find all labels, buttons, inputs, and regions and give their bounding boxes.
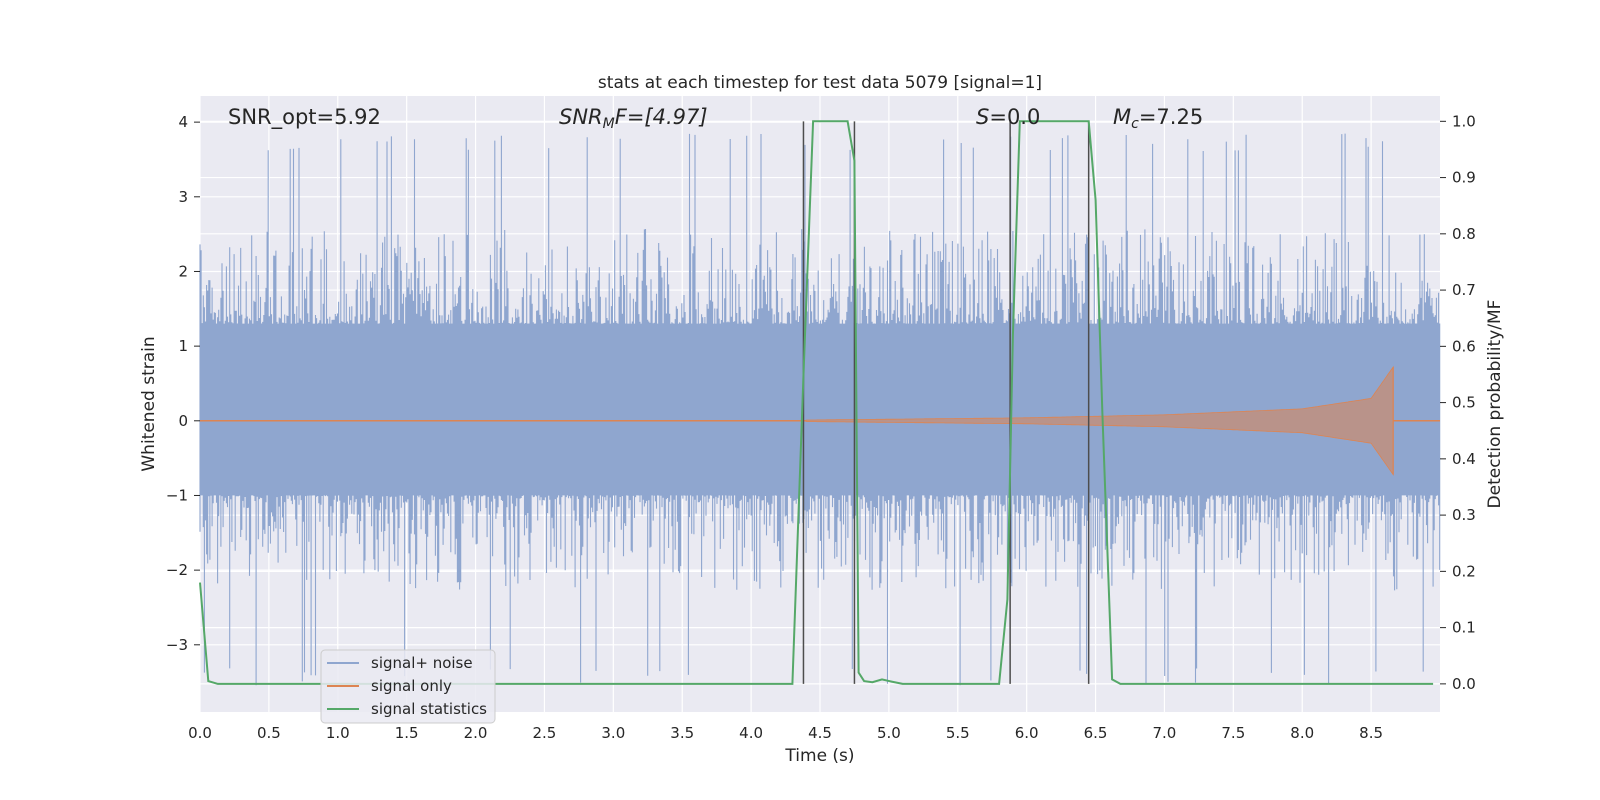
x-tick-label: 0.5 bbox=[257, 724, 281, 742]
y-axis-label: Whitened strain bbox=[139, 336, 159, 471]
legend: signal+ noise signal only signal statist… bbox=[320, 649, 496, 724]
x-axis-label: Time (s) bbox=[784, 746, 854, 766]
x-tick-label: 8.5 bbox=[1359, 724, 1383, 742]
x-tick-label: 6.5 bbox=[1084, 724, 1108, 742]
y2-tick-label: 0.0 bbox=[1452, 675, 1476, 693]
y2-tick-label: 0.2 bbox=[1452, 562, 1476, 580]
annotation-snr-mf-main: SNR bbox=[559, 105, 603, 129]
y2-tick-label: 0.5 bbox=[1452, 394, 1476, 412]
annotation-mc-rest: =7.25 bbox=[1139, 105, 1203, 129]
y2-tick-label: 1.0 bbox=[1452, 112, 1476, 130]
annotation-snr-opt: SNR_opt=5.92 bbox=[228, 105, 381, 130]
x-tick-label: 1.5 bbox=[395, 724, 419, 742]
y2-tick-label: 0.7 bbox=[1452, 281, 1476, 299]
y-tick-label: 1 bbox=[178, 337, 188, 355]
x-tick-label: 7.5 bbox=[1221, 724, 1245, 742]
y2-tick-label: 0.6 bbox=[1452, 337, 1476, 355]
y2-tick-label: 0.9 bbox=[1452, 169, 1476, 187]
signal-chirp bbox=[805, 365, 1394, 476]
legend-label-signal: signal only bbox=[371, 677, 452, 695]
x-tick-label: 5.5 bbox=[946, 724, 970, 742]
legend-label-noise: signal+ noise bbox=[371, 654, 473, 672]
x-tick-label: 4.0 bbox=[739, 724, 763, 742]
annotation-snr-mf-rest: F=[4.97] bbox=[615, 105, 708, 129]
y-tick-label: −3 bbox=[166, 636, 188, 654]
annotation-snr-mf: SNRMF=[4.97] bbox=[559, 105, 708, 132]
annotation-snr-mf-sub: M bbox=[603, 116, 615, 132]
x-tick-label: 3.5 bbox=[670, 724, 694, 742]
annotation-mc-var: M bbox=[1113, 105, 1131, 129]
x-tick-label: 8.0 bbox=[1290, 724, 1314, 742]
y2-tick-label: 0.4 bbox=[1452, 450, 1476, 468]
y-tick-label: 4 bbox=[178, 113, 188, 131]
signal-only-series bbox=[200, 365, 1440, 476]
y2-tick-label: 0.3 bbox=[1452, 506, 1476, 524]
annotation-s-rest: =0.0 bbox=[989, 105, 1040, 129]
ticks: 0.0 0.5 1.0 1.5 2.0 2.5 3.0 3.5 4.0 4.5 5.0 5.5 6.0 6… bbox=[166, 112, 1476, 742]
x-tick-label: 2.5 bbox=[533, 724, 557, 742]
x-tick-label: 0.0 bbox=[188, 724, 212, 742]
legend-label-stats: signal statistics bbox=[371, 700, 487, 718]
x-tick-label: 2.0 bbox=[464, 724, 488, 742]
y-tick-label: 0 bbox=[178, 412, 188, 430]
annotation-mc: Mc=7.25 bbox=[1113, 105, 1203, 132]
signal-noise-series bbox=[199, 133, 1441, 686]
y2-tick-label: 0.8 bbox=[1452, 225, 1476, 243]
x-tick-label: 7.0 bbox=[1153, 724, 1177, 742]
annotation-mc-sub: c bbox=[1131, 116, 1139, 132]
x-tick-label: 6.0 bbox=[1015, 724, 1039, 742]
y-tick-label: 3 bbox=[178, 188, 188, 206]
y-tick-label: −1 bbox=[166, 486, 188, 504]
x-tick-label: 3.0 bbox=[601, 724, 625, 742]
legend-box bbox=[320, 649, 496, 724]
annotation-s: S=0.0 bbox=[976, 105, 1040, 129]
x-tick-label: 5.0 bbox=[877, 724, 901, 742]
y-tick-label: 2 bbox=[178, 262, 188, 280]
chart-title: stats at each timestep for test data 507… bbox=[598, 73, 1042, 93]
y2-axis-label: Detection probability/MF bbox=[1485, 300, 1505, 509]
y-tick-label: −2 bbox=[166, 561, 188, 579]
x-tick-label: 4.5 bbox=[808, 724, 832, 742]
annotation-s-var: S bbox=[976, 105, 989, 129]
x-tick-label: 1.0 bbox=[326, 724, 350, 742]
y2-tick-label: 0.1 bbox=[1452, 619, 1476, 637]
